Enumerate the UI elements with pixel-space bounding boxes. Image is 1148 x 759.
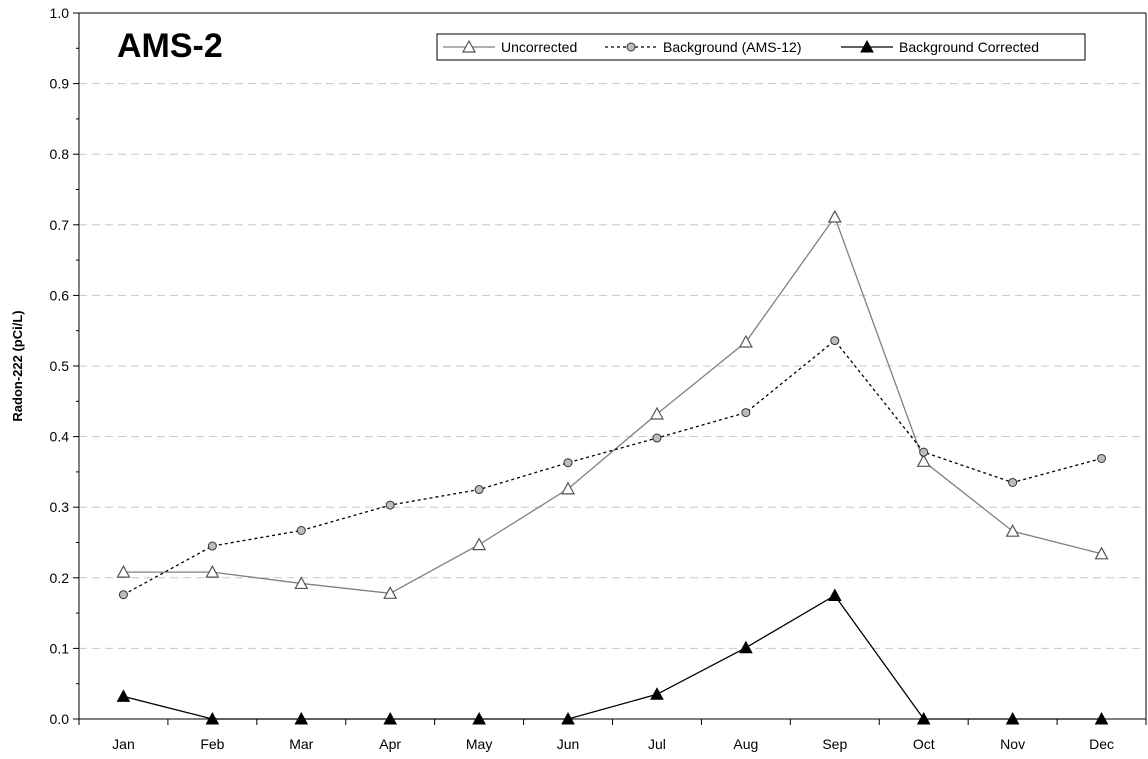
data-point [916,454,931,467]
data-point [916,711,931,725]
y-tick-label: 0.0 [50,711,70,727]
x-tick-label: Dec [1089,736,1114,752]
y-tick-label: 0.8 [50,146,70,162]
legend-marker [461,39,477,53]
data-point [1094,546,1109,560]
data-point [383,586,398,599]
data-point [563,458,573,468]
legend-marker [860,39,874,53]
chart-title: AMS-2 [117,27,223,65]
y-tick-label: 0.6 [50,287,70,303]
data-point [649,406,664,420]
legend-marker [626,42,636,52]
data-point [205,564,220,578]
data-point [296,525,306,535]
legend-label: Background Corrected [899,39,1039,55]
data-point [830,336,840,346]
data-point [1094,711,1109,725]
data-point [116,564,131,578]
data-point [739,640,753,654]
y-axis-title: Radon-222 (pCi/L) [10,310,25,421]
data-point [474,485,484,495]
data-point [738,334,753,348]
data-point [1008,477,1018,487]
series-markers [116,209,1109,725]
x-tick-label: Jul [648,736,666,752]
data-point [383,711,398,725]
axes: 0.0 0.1 0.2 0.3 0.4 0.5 0.6 0.7 0.8 0.9 1.0 Jan Feb M… [50,5,1147,752]
y-tick-label: 0.2 [50,570,70,586]
legend-label: Uncorrected [501,39,577,55]
data-point [650,687,664,700]
data-point [1005,523,1020,537]
y-tick-label: 1.0 [50,5,70,21]
x-tick-label: Sep [822,736,847,752]
y-tick-label: 0.9 [50,76,70,92]
legend: Uncorrected Background (AMS-12) Background… [436,33,1086,61]
x-tick-label: Feb [200,736,224,752]
series-lines [123,215,1102,720]
y-tick-label: 0.3 [50,499,70,515]
data-point [1097,453,1107,463]
data-point [741,408,751,418]
data-point [472,711,486,725]
grid-lines [79,83,1146,649]
series-line [123,594,1102,720]
x-tick-label: Oct [913,736,935,752]
y-tick-label: 0.1 [50,640,70,656]
series-line [123,339,1102,596]
data-point [1005,711,1020,725]
y-tick-label: 0.4 [50,429,70,445]
x-tick-label: Aug [733,736,758,752]
legend-box [436,33,1086,61]
data-point [294,576,309,590]
data-point [827,209,842,223]
x-tick-label: Nov [1000,736,1025,752]
data-point [919,447,929,457]
data-point [116,689,131,702]
data-point [294,711,309,725]
x-tick-label: Jan [112,736,135,752]
x-tick-label: May [466,736,492,752]
series-line [123,215,1102,595]
data-point [472,537,487,551]
x-tick-label: Mar [289,736,313,752]
data-point [652,433,662,443]
x-tick-label: Apr [379,736,401,752]
data-point [827,588,842,601]
x-tick-label: Jun [557,736,580,752]
data-point [207,541,217,551]
data-point [118,590,128,600]
data-point [205,711,220,725]
y-tick-label: 0.7 [50,217,70,233]
data-point [561,481,576,495]
data-point [561,711,575,725]
y-tick-label: 0.5 [50,358,70,374]
legend-label: Background (AMS-12) [663,39,802,55]
data-point [385,500,395,510]
